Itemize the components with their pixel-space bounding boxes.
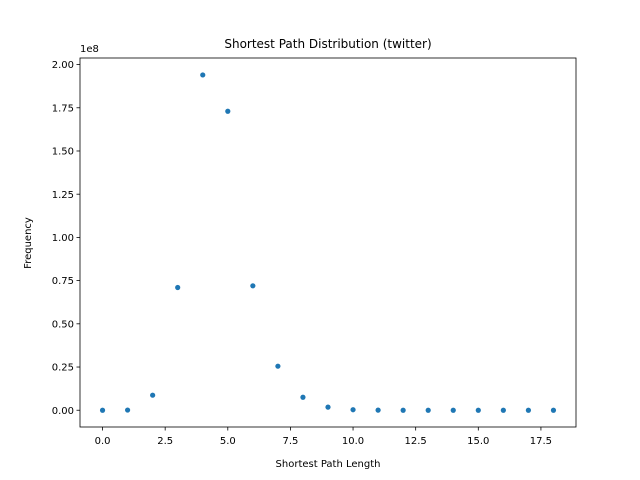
y-tick-label: 1.75 [52, 103, 74, 114]
data-point [150, 392, 156, 398]
data-point [400, 407, 406, 413]
x-axis-label: Shortest Path Length [276, 459, 381, 470]
y-tick-label: 1.00 [52, 233, 74, 244]
data-point [250, 283, 256, 289]
chart-title: Shortest Path Distribution (twitter) [224, 37, 431, 51]
x-tick-label: 5.0 [220, 436, 236, 447]
y-tick-label: 2.00 [52, 60, 74, 71]
y-tick-label: 0.50 [52, 319, 74, 330]
y-tick-label: 1.50 [52, 147, 74, 158]
data-point [225, 108, 231, 114]
data-point [375, 407, 381, 413]
x-tick-label: 12.5 [405, 436, 427, 447]
data-point [275, 363, 281, 369]
data-point [475, 407, 481, 413]
x-tick-label: 17.5 [530, 436, 552, 447]
x-tick-label: 15.0 [467, 436, 489, 447]
data-point [99, 407, 106, 413]
y-offset-label: 1e8 [80, 44, 99, 55]
y-tick-label: 1.25 [52, 190, 74, 201]
data-point [525, 407, 532, 413]
data-point [300, 394, 306, 400]
x-tick-label: 10.0 [342, 436, 364, 447]
plot-area: 0.0 2.5 5.0 7.5 10.0 12.5 15.0 17.5 0.00 0.25 0.5… [52, 57, 577, 447]
y-axis-label: Frequency [23, 217, 34, 269]
x-tick-label: 2.5 [157, 436, 173, 447]
data-point [350, 407, 356, 413]
y-tick-label: 0.75 [52, 276, 74, 287]
data-point [325, 404, 331, 410]
x-tick-label: 0.0 [95, 436, 111, 447]
data-point [450, 407, 456, 413]
x-tick-label: 7.5 [282, 436, 298, 447]
data-point [124, 407, 131, 413]
x-axis-ticks: 0.0 2.5 5.0 7.5 10.0 12.5 15.0 17.5 [95, 427, 552, 447]
y-tick-label: 0.25 [52, 363, 74, 374]
axes-frame [79, 57, 577, 428]
data-points [99, 72, 557, 413]
y-tick-label: 0.00 [52, 406, 74, 417]
data-point [175, 284, 181, 291]
data-point [425, 407, 431, 413]
data-point [200, 72, 206, 78]
data-point [550, 407, 557, 413]
data-point [500, 407, 506, 413]
y-axis-ticks: 0.00 0.25 0.50 0.75 1.00 1.25 1.50 1.75 2.00 [52, 60, 80, 417]
